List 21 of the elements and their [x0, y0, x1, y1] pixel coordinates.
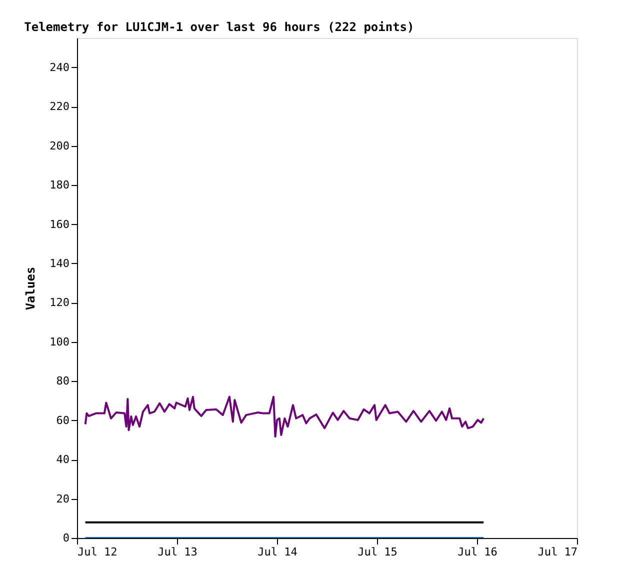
y-tick-label: 60 [56, 414, 70, 427]
y-tick-label: 240 [50, 60, 70, 74]
y-axis-title: Values [24, 266, 38, 310]
x-tick-label: Jul 16 [458, 546, 498, 558]
x-tick-label: Jul 15 [358, 546, 398, 558]
y-tick-label: 220 [50, 100, 70, 114]
y-tick-label: 0 [62, 532, 70, 544]
y-tick-label: 100 [50, 335, 70, 348]
y-tick-label: 20 [56, 492, 70, 506]
x-tick-label: Jul 13 [158, 546, 198, 558]
y-tick-label: 200 [50, 139, 70, 152]
y-tick-label: 120 [50, 296, 70, 310]
y-tick-label: 40 [56, 453, 70, 466]
x-tick-label: Jul 17 [538, 546, 578, 558]
chart-title: Telemetry for LU1CJM-1 over last 96 hours (222 points) [24, 20, 414, 34]
y-tick-label: 180 [50, 178, 70, 192]
y-tick-label: 160 [50, 218, 70, 231]
x-tick-label: Jul 12 [78, 546, 118, 558]
y-tick-label: 140 [50, 256, 70, 270]
y-tick-label: 80 [56, 374, 70, 388]
x-tick-label: Jul 14 [258, 546, 298, 558]
